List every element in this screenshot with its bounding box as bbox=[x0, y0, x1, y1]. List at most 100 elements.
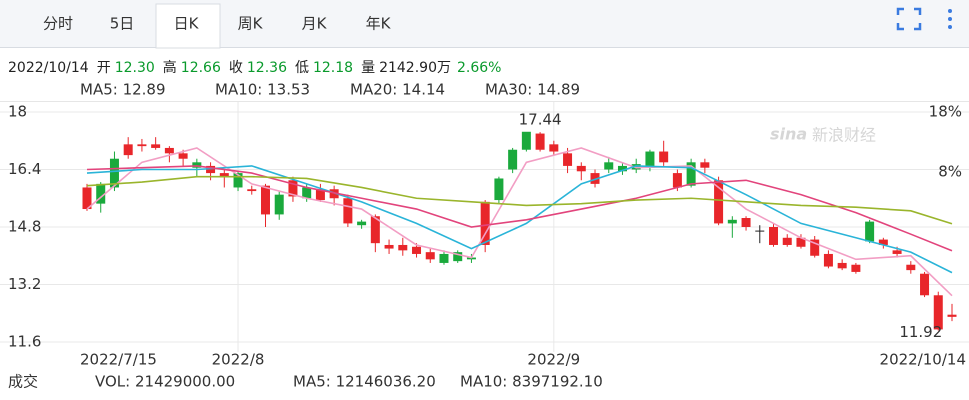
y-tick-label: 18 bbox=[8, 103, 27, 121]
candle-body bbox=[412, 246, 422, 254]
candle-body bbox=[466, 257, 476, 260]
candle-body bbox=[123, 144, 133, 156]
candle-body bbox=[782, 237, 792, 245]
candle-body bbox=[590, 173, 600, 184]
y2-tick-label: 18% bbox=[929, 103, 962, 121]
candle-body bbox=[823, 253, 833, 267]
candle-body bbox=[810, 239, 820, 256]
candle-body bbox=[727, 219, 737, 224]
volume-item: VOL: 21429000.00 bbox=[95, 373, 235, 391]
watermark-text: 新浪财经 bbox=[812, 126, 876, 145]
y2-tick-label: 8% bbox=[938, 163, 962, 181]
legend-entry: MA20: 14.14 bbox=[350, 81, 445, 99]
candle-body bbox=[384, 244, 394, 249]
tab[interactable]: 日K bbox=[174, 15, 200, 33]
candle-body bbox=[604, 162, 614, 170]
tab[interactable]: 月K bbox=[302, 15, 328, 33]
candle-body bbox=[947, 314, 957, 317]
menu-icon[interactable] bbox=[948, 9, 952, 29]
volume-title: 成交 bbox=[8, 373, 38, 391]
ma-line bbox=[86, 147, 953, 297]
candle-body bbox=[686, 162, 696, 186]
quote-value: 12.66 bbox=[181, 60, 221, 76]
candle-body bbox=[892, 250, 902, 254]
candle-body bbox=[288, 180, 298, 197]
quote-value: 12.18 bbox=[313, 60, 353, 76]
quote-date: 2022/10/14 bbox=[8, 60, 89, 76]
candle-body bbox=[315, 189, 325, 201]
candle-body bbox=[549, 144, 559, 152]
candle-body bbox=[219, 173, 229, 177]
tab[interactable]: 周K bbox=[238, 15, 264, 33]
candle-body bbox=[178, 153, 188, 159]
candle-body bbox=[439, 253, 449, 263]
watermark: sina 新浪财经 bbox=[770, 125, 876, 145]
candle-body bbox=[535, 133, 545, 150]
candle-body bbox=[851, 264, 861, 272]
candle-body bbox=[137, 144, 147, 147]
tab[interactable]: 年K bbox=[366, 15, 392, 33]
candle-body bbox=[617, 165, 627, 172]
candle-body bbox=[192, 162, 202, 168]
y-tick-label: 13.2 bbox=[8, 275, 41, 293]
candle-body bbox=[274, 194, 284, 215]
tab-bar bbox=[0, 0, 969, 48]
candle-body bbox=[302, 187, 312, 199]
volume-item: MA5: 12146036.20 bbox=[293, 373, 436, 391]
x-tick-label: 2022/7/15 bbox=[80, 351, 157, 369]
min-label: 11.92 bbox=[899, 323, 942, 341]
candle-body bbox=[82, 187, 92, 210]
quote-value: 12.30 bbox=[115, 60, 155, 76]
candle-body bbox=[357, 221, 367, 226]
tab[interactable]: 5日 bbox=[110, 15, 135, 33]
quote-label: 量 bbox=[361, 60, 375, 76]
ma-line bbox=[86, 175, 953, 225]
candle-body bbox=[96, 183, 106, 204]
candle-body bbox=[769, 227, 779, 245]
y-tick-label: 16.4 bbox=[8, 160, 41, 178]
quote-value: 2142.90万 bbox=[379, 60, 451, 76]
watermark-logo: sina bbox=[770, 125, 807, 144]
quote-label: 收 bbox=[229, 60, 243, 76]
x-tick-label: 2022/10/14 bbox=[880, 351, 966, 369]
candle-body bbox=[755, 230, 765, 232]
tab[interactable]: 分时 bbox=[43, 15, 73, 33]
candle-body bbox=[109, 158, 119, 188]
x-tick-label: 2022/8 bbox=[212, 351, 265, 369]
volume-item: MA10: 8397192.10 bbox=[460, 373, 603, 391]
candle-body bbox=[700, 162, 710, 168]
candle-body bbox=[645, 151, 655, 168]
legend-entry: MA10: 13.53 bbox=[215, 81, 310, 99]
candle-body bbox=[741, 218, 751, 227]
candle-body bbox=[453, 252, 463, 262]
candle-body bbox=[521, 131, 531, 150]
candle-body bbox=[672, 173, 682, 188]
ma-line bbox=[86, 165, 953, 252]
candle-body bbox=[398, 244, 408, 251]
candle-body bbox=[206, 165, 216, 174]
quote-label: 低 bbox=[295, 60, 309, 76]
candle-body bbox=[164, 147, 174, 154]
quote-label: 开 bbox=[97, 60, 111, 76]
candle-body bbox=[508, 149, 518, 170]
legend-entry: MA5: 12.89 bbox=[80, 81, 166, 99]
x-tick-label: 2022/9 bbox=[527, 351, 580, 369]
candle-body bbox=[933, 295, 943, 330]
max-label: 17.44 bbox=[519, 111, 562, 129]
candle-body bbox=[906, 264, 916, 271]
candle-body bbox=[151, 144, 161, 148]
fullscreen-icon[interactable] bbox=[896, 7, 922, 31]
candle-body bbox=[370, 216, 380, 244]
candle-body bbox=[920, 273, 930, 296]
candle-body bbox=[233, 173, 243, 188]
candle-body bbox=[659, 151, 669, 163]
candle-body bbox=[714, 180, 724, 224]
candle-body bbox=[425, 252, 435, 260]
legend-entry: MA30: 14.89 bbox=[485, 81, 580, 99]
candle-body bbox=[260, 185, 270, 215]
candle-body bbox=[563, 153, 573, 166]
quote-value: 12.36 bbox=[247, 60, 287, 76]
candle-body bbox=[329, 189, 339, 199]
candle-body bbox=[631, 164, 641, 170]
